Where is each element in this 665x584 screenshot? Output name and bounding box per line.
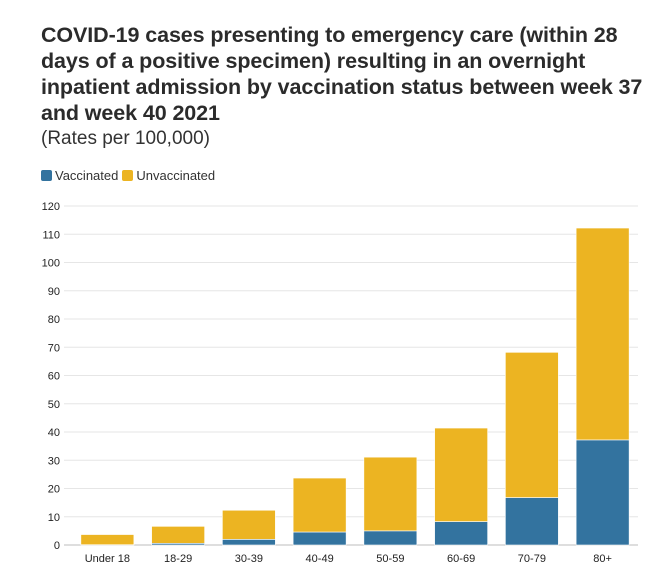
bar-unvaccinated-2 [222,509,276,540]
bar-vaccinated-2 [222,539,276,546]
bar-vaccinated-6 [505,497,559,546]
bar-vaccinated-7 [575,439,630,546]
y-tick-label: 60 [48,371,60,383]
y-tick-label: 0 [54,540,60,552]
bar-vaccinated-4 [363,530,418,546]
bar-vaccinated-3 [292,531,347,546]
legend-item-vaccinated[interactable]: Vaccinated [41,168,118,183]
x-tick-label: 70-79 [518,553,546,565]
bar-unvaccinated-7 [575,227,630,441]
bar-unvaccinated-3 [292,477,347,533]
x-tick-label: 80+ [593,553,612,565]
y-tick-label: 70 [48,342,60,354]
bar-unvaccinated-6 [505,352,559,498]
chart-legend: Vaccinated Unvaccinated [41,168,219,183]
x-tick-label: Under 18 [85,553,130,565]
y-tick-label: 90 [48,286,60,298]
chart-title: COVID-19 cases presenting to emergency c… [41,23,643,125]
y-tick-label: 30 [48,455,60,467]
y-tick-label: 120 [42,201,60,213]
bar-vaccinated-5 [434,521,488,546]
y-tick-label: 110 [42,229,60,241]
x-tick-label: 60-69 [447,553,475,565]
x-tick-label: 30-39 [235,553,263,565]
bar-unvaccinated-4 [363,456,418,532]
bar-unvaccinated-0 [80,534,135,546]
x-tick-label: 18-29 [164,553,192,565]
legend-label-vaccinated: Vaccinated [55,168,119,183]
chart-subtitle: (Rates per 100,000) [41,128,210,149]
y-tick-label: 20 [48,484,60,496]
bar-unvaccinated-1 [151,526,205,544]
y-tick-label: 100 [42,258,60,270]
bar-unvaccinated-5 [434,427,488,522]
legend-swatch-unvaccinated [122,170,134,181]
legend-label-unvaccinated: Unvaccinated [136,168,216,183]
y-tick-label: 80 [48,314,60,326]
x-tick-label: 40-49 [306,553,334,565]
y-tick-label: 10 [48,512,60,524]
legend-item-unvaccinated[interactable]: Unvaccinated [122,168,215,183]
y-tick-label: 40 [48,427,60,439]
y-tick-label: 50 [48,399,60,411]
legend-swatch-vaccinated [41,170,52,181]
x-tick-label: 50-59 [376,553,404,565]
